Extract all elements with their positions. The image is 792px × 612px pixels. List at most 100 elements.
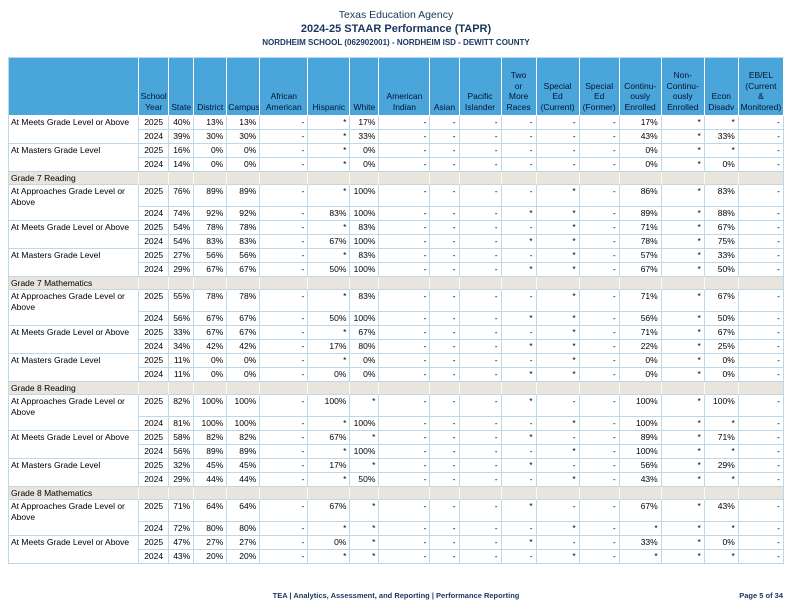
data-row: 2024 81% 100% 100% - * 100% - - - - * -100% * * -: [9, 417, 784, 431]
value-cell: -: [459, 550, 502, 564]
value-cell: 42%: [194, 340, 228, 354]
value-cell: *: [536, 550, 580, 564]
value-cell: *: [661, 290, 705, 312]
value-cell: -: [579, 445, 620, 459]
value-cell: -: [430, 290, 460, 312]
value-cell: -: [379, 185, 431, 207]
value-cell: -: [379, 235, 431, 249]
value-cell: 50%: [308, 263, 351, 277]
value-cell: -: [260, 144, 309, 158]
value-cell: -: [738, 550, 784, 564]
value-cell: *: [501, 431, 537, 445]
row-label: At Meets Grade Level or Above: [9, 221, 140, 249]
section-cell: [169, 382, 195, 395]
section-cell: [459, 172, 502, 185]
value-cell: 0%: [350, 354, 380, 368]
value-cell: -: [738, 473, 784, 487]
value-cell: 0%: [227, 144, 261, 158]
value-cell: 100%: [350, 235, 380, 249]
value-cell: -: [430, 263, 460, 277]
column-header: American Indian: [379, 58, 431, 116]
data-row: At Approaches Grade Level or Above 2025 76…: [9, 185, 784, 221]
section-cell: [379, 277, 431, 290]
value-cell: -: [260, 235, 309, 249]
value-cell: *: [308, 158, 351, 172]
value-cell: -: [430, 185, 460, 207]
value-cell: *: [501, 536, 537, 550]
value-cell: 42%: [227, 340, 261, 354]
value-cell: 100%: [619, 417, 662, 431]
value-cell: 56%: [169, 445, 195, 459]
value-cell: -: [459, 368, 502, 382]
value-cell: 50%: [704, 312, 739, 326]
value-cell: -: [379, 207, 431, 221]
value-cell: *: [661, 459, 705, 473]
value-cell: -: [430, 326, 460, 340]
data-row: At Meets Grade Level or Above 2025 54% 78% 7…: [9, 221, 784, 249]
value-cell: 29%: [169, 263, 195, 277]
value-cell: *: [308, 354, 351, 368]
value-cell: 56%: [227, 249, 261, 263]
value-cell: *: [661, 431, 705, 445]
value-cell: -: [260, 550, 309, 564]
value-cell: -: [459, 431, 502, 445]
value-cell: 89%: [619, 431, 662, 445]
section-cell: [139, 277, 170, 290]
value-cell: 11%: [169, 368, 195, 382]
value-cell: -: [260, 158, 309, 172]
value-cell: -: [430, 354, 460, 368]
section-row: Grade 8 Reading: [9, 382, 784, 395]
value-cell: -: [501, 130, 537, 144]
value-cell: 0%: [704, 158, 739, 172]
row-label: At Masters Grade Level: [9, 144, 140, 172]
value-cell: *: [501, 340, 537, 354]
value-cell: -: [579, 368, 620, 382]
year-cell: 2025: [139, 459, 170, 473]
value-cell: *: [536, 207, 580, 221]
value-cell: 30%: [194, 130, 228, 144]
value-cell: -: [579, 235, 620, 249]
data-row: 2024 14% 0% 0% - * 0% - - - - - -0% * 0% -: [9, 158, 784, 172]
value-cell: -: [260, 368, 309, 382]
value-cell: *: [661, 312, 705, 326]
value-cell: 13%: [227, 116, 261, 130]
value-cell: -: [738, 130, 784, 144]
row-label: At Meets Grade Level or Above: [9, 326, 140, 354]
value-cell: -: [459, 158, 502, 172]
value-cell: -: [459, 522, 502, 536]
value-cell: -: [738, 395, 784, 417]
value-cell: 100%: [308, 395, 351, 417]
value-cell: *: [661, 417, 705, 431]
value-cell: -: [459, 263, 502, 277]
value-cell: -: [579, 550, 620, 564]
value-cell: -: [738, 326, 784, 340]
value-cell: 43%: [619, 130, 662, 144]
value-cell: 0%: [308, 536, 351, 550]
value-cell: *: [501, 312, 537, 326]
value-cell: -: [738, 221, 784, 235]
value-cell: *: [308, 221, 351, 235]
value-cell: *: [308, 185, 351, 207]
value-cell: -: [260, 312, 309, 326]
value-cell: 11%: [169, 354, 195, 368]
value-cell: *: [350, 522, 380, 536]
value-cell: *: [536, 312, 580, 326]
value-cell: *: [308, 473, 351, 487]
value-cell: 81%: [169, 417, 195, 431]
data-row: 2024 29% 44% 44% - * 50% - - - - * -43% * * -: [9, 473, 784, 487]
value-cell: 80%: [350, 340, 380, 354]
value-cell: 27%: [194, 536, 228, 550]
value-cell: 74%: [169, 207, 195, 221]
value-cell: *: [661, 221, 705, 235]
value-cell: 54%: [169, 235, 195, 249]
value-cell: 89%: [194, 445, 228, 459]
section-cell: [350, 172, 380, 185]
value-cell: 92%: [227, 207, 261, 221]
section-cell: [459, 487, 502, 500]
section-cell: [501, 487, 537, 500]
section-cell: [536, 382, 580, 395]
value-cell: 30%: [227, 130, 261, 144]
value-cell: *: [661, 445, 705, 459]
value-cell: 100%: [350, 185, 380, 207]
section-row: Grade 7 Reading: [9, 172, 784, 185]
